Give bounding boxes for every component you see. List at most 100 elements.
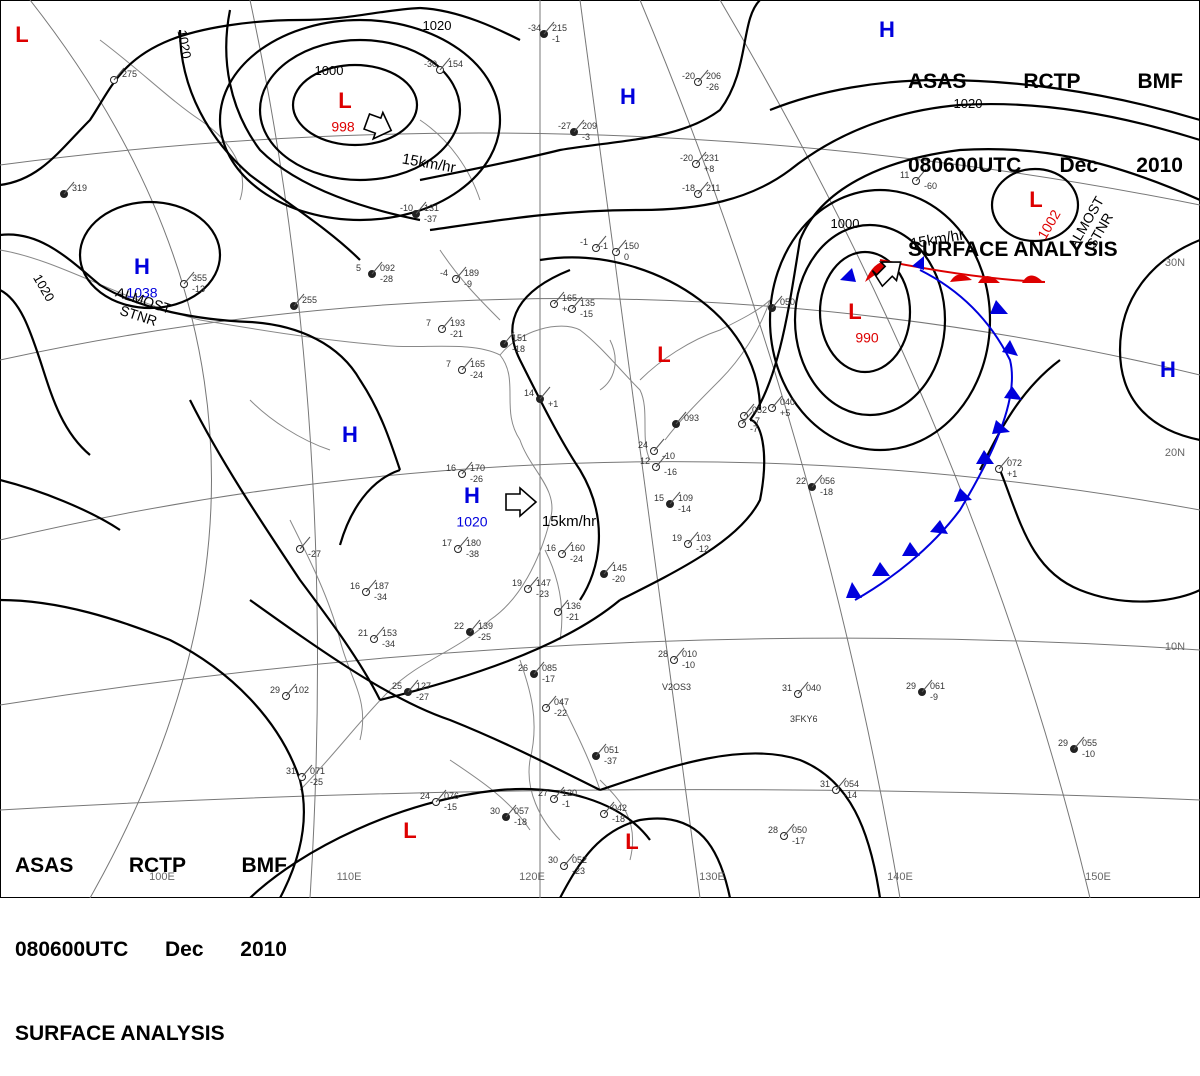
low-pressure-symbol: L — [848, 299, 861, 324]
wind-barb — [563, 853, 575, 867]
wind-barb — [505, 804, 517, 818]
wind-barb — [293, 293, 305, 307]
wind-barb — [469, 619, 481, 633]
station-plot: 21 153-34 — [358, 626, 397, 649]
station-pressure: 055 — [1082, 738, 1097, 748]
station-pressure: 170 — [470, 463, 485, 473]
wind-barb — [771, 295, 783, 309]
wind-barb — [697, 181, 709, 195]
station-temperature: 24 — [420, 791, 430, 801]
station-pressure-tendency: -17 — [542, 674, 555, 684]
wind-barb — [783, 823, 795, 837]
wind-barb — [655, 454, 667, 468]
header-station: RCTP — [1023, 70, 1081, 93]
station-plot: -1 — [580, 235, 607, 252]
wind-barb — [557, 599, 569, 613]
wind-barb — [457, 536, 469, 550]
station-temperature: -30 — [424, 59, 437, 69]
station-plot: 093 — [672, 411, 699, 428]
coastlines — [0, 39, 771, 861]
station-pressure-tendency: -9 — [464, 279, 472, 289]
station-pressure: 050 — [792, 825, 807, 835]
motion-arrows — [363, 110, 902, 518]
wind-barb — [455, 266, 467, 280]
station-temperature: 16 — [350, 581, 360, 591]
station-pressure: 154 — [448, 59, 463, 69]
station-pressure: 131 — [424, 203, 439, 213]
station-plot: 050 — [768, 295, 795, 312]
wind-barb — [415, 201, 427, 215]
wind-barb — [603, 801, 615, 815]
isobar-label: 1020 — [423, 18, 452, 33]
station-plot: 15 109-14 — [654, 491, 693, 514]
station-plot: -20 206-26 — [682, 69, 721, 92]
station-pressure: 209 — [582, 121, 597, 131]
station-pressure-tendency: -15 — [580, 309, 593, 319]
wind-barb — [603, 561, 615, 575]
wind-barb — [365, 579, 377, 593]
low-pressure-symbol: L — [338, 88, 351, 113]
station-plot: 17 180-38 — [442, 536, 481, 559]
station-pressure-tendency: -16 — [664, 467, 677, 477]
station-pressure: 103 — [696, 533, 711, 543]
central-pressure-value: 1020 — [456, 514, 487, 530]
wind-barb — [533, 661, 545, 675]
station-plot: 16 170-26 — [446, 461, 485, 484]
station-pressure-tendency: -17 — [792, 836, 805, 846]
wind-barb — [461, 357, 473, 371]
station-temperature: -1 — [580, 237, 588, 247]
station-plot: 135-15 — [568, 296, 595, 319]
wind-barb — [615, 239, 627, 253]
station-plot: 275 — [110, 67, 137, 84]
wind-barb — [687, 531, 699, 545]
station-plot: 355-13 — [180, 271, 207, 294]
station-temperature: 27 — [538, 788, 548, 798]
station-temperature: -1 — [600, 241, 608, 251]
station-pressure-tendency: -22 — [554, 708, 567, 718]
station-temperature: 29 — [906, 681, 916, 691]
station-pressure: 206 — [706, 71, 721, 81]
station-plot: 16 160-24 — [546, 541, 585, 564]
station-pressure-tendency: -10 — [682, 660, 695, 670]
station-pressure: 165 — [562, 293, 577, 303]
station-temperature: 31 — [820, 779, 830, 789]
station-pressure-tendency: -7 — [752, 416, 760, 426]
wind-barb — [407, 679, 419, 693]
station-pressure-tendency: -34 — [382, 639, 395, 649]
station-plot: 255 — [290, 293, 317, 310]
station-pressure: 231 — [704, 153, 719, 163]
station-temperature: 30 — [490, 806, 500, 816]
station-temperature: 7 — [426, 318, 431, 328]
station-pressure-tendency: -60 — [924, 181, 937, 191]
station-plot: -10 131-37 — [400, 201, 439, 224]
station-pressure-tendency: -23 — [572, 866, 585, 876]
station-plot: -34 215-1 — [528, 21, 567, 44]
station-plot: 31 071-25 — [286, 764, 325, 787]
station-pressure: 355 — [192, 273, 207, 283]
low-pressure-symbol: L — [625, 829, 638, 854]
wind-barb — [435, 789, 447, 803]
high-pressure-symbol: H — [1160, 357, 1176, 382]
station-plot: 7 193-21 — [426, 316, 465, 339]
station-temperature: 21 — [358, 628, 368, 638]
wind-barb — [1073, 736, 1085, 750]
station-plot: 30 052-23 — [548, 853, 587, 876]
wind-barb — [301, 764, 313, 778]
footer-datetime: 080600UTC — [15, 938, 129, 961]
longitude-label: 120E — [519, 871, 545, 883]
wind-barb — [527, 576, 539, 590]
station-plot: 31 040 — [782, 681, 821, 698]
header-product: SURFACE ANALYSIS — [908, 238, 1118, 261]
station-pressure-tendency: -13 — [192, 284, 205, 294]
low-pressure-symbol: L — [15, 22, 28, 47]
station-plot: 319 — [60, 181, 87, 198]
station-pressure: 092 — [380, 263, 395, 273]
station-plot: 26 085-17 — [518, 661, 557, 684]
station-plot: -27 — [296, 536, 321, 559]
isobar-label: 1000 — [831, 216, 860, 231]
station-pressure: 255 — [302, 295, 317, 305]
station-temperature: 7 — [446, 359, 451, 369]
wind-barb — [441, 316, 453, 330]
station-temperature: 24 — [638, 440, 648, 450]
wind-barb — [63, 181, 75, 195]
